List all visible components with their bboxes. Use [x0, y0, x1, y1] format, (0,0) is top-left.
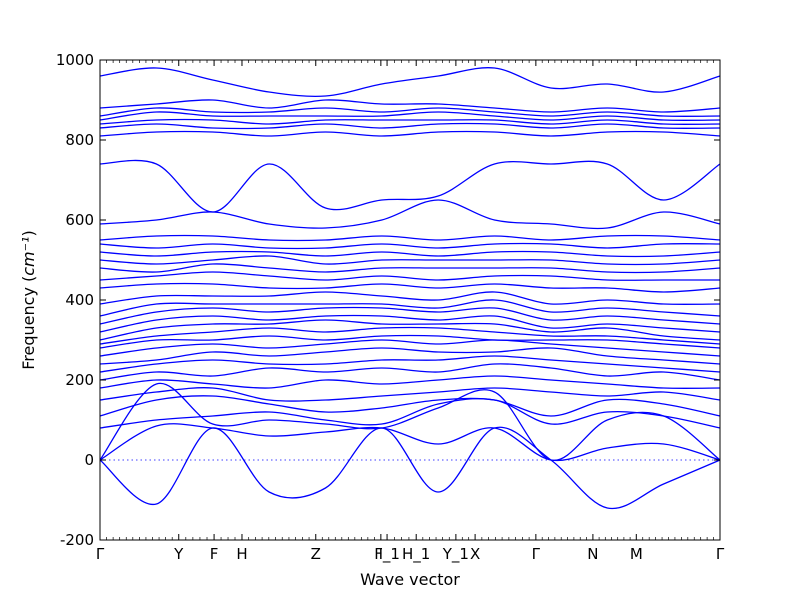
y-axis-ticks: -200 0 200 400 600 800 1000: [56, 51, 720, 549]
x-tick-label: X: [470, 545, 480, 563]
y-axis-label: Frequency (cm⁻¹): [19, 230, 38, 369]
band-3: [99, 382, 721, 461]
x-tick-label: H: [236, 545, 247, 563]
y-axis-label-unit-close: ): [19, 230, 38, 236]
band-28: [99, 130, 721, 137]
y-tick-label: 200: [65, 371, 94, 389]
band-1: [99, 426, 721, 510]
band-30: [99, 118, 721, 125]
band-8: [99, 363, 721, 381]
y-axis-label-unit-open: (: [19, 276, 38, 287]
band-33: [99, 99, 721, 113]
band-18: [99, 291, 721, 305]
x-tick-label: Y: [173, 545, 184, 563]
x-tick-label: Z: [311, 545, 321, 563]
band-17: [99, 299, 721, 317]
band-29: [99, 122, 721, 130]
x-tick-label: I: [379, 545, 383, 563]
band-26: [99, 199, 721, 230]
band-14: [99, 319, 721, 341]
band-13: [99, 326, 721, 345]
y-tick-label: 400: [65, 291, 94, 309]
band-32: [99, 107, 721, 117]
y-tick-label: -200: [60, 531, 94, 549]
band-7: [99, 375, 721, 389]
x-tick-label: Γ: [96, 545, 105, 563]
band-24: [99, 242, 721, 250]
band-15: [99, 314, 721, 333]
y-tick-label: 1000: [56, 51, 94, 69]
band-10: [99, 347, 721, 365]
band-5: [99, 395, 721, 417]
band-12: [99, 334, 721, 349]
x-tick-label: N: [587, 545, 598, 563]
x-tick-label: F: [210, 545, 219, 563]
x-tick-label: Y_1: [442, 545, 469, 564]
band-lines: [99, 67, 721, 510]
x-tick-label: M: [630, 545, 643, 563]
x-tick-label: H_1: [402, 545, 430, 564]
band-9: [99, 355, 721, 373]
x-axis-label: Wave vector: [360, 570, 460, 589]
band-16: [99, 306, 721, 325]
band-6: [99, 387, 721, 402]
x-tick-label: F_1: [374, 545, 400, 564]
y-axis-label-unit: cm⁻¹: [19, 237, 38, 276]
x-tick-label: Γ: [532, 545, 541, 563]
y-tick-label: 800: [65, 131, 94, 149]
band-31: [99, 111, 721, 121]
band-19: [99, 282, 721, 293]
y-axis-label-text: Frequency: [19, 287, 38, 370]
band-2: [99, 423, 721, 462]
band-4: [99, 398, 721, 429]
y-tick-label: 600: [65, 211, 94, 229]
band-27: [99, 159, 721, 213]
band-11: [99, 339, 721, 357]
band-34: [99, 67, 721, 97]
band-23: [99, 250, 721, 258]
y-tick-label: 0: [84, 451, 94, 469]
x-tick-label: Γ: [716, 545, 725, 563]
band-21: [99, 263, 721, 274]
band-22: [99, 255, 721, 266]
band-20: [99, 271, 720, 281]
x-axis-ticks: Γ Y F H Z IF_1 H_1 Y_1 X Γ N M Γ: [96, 60, 725, 564]
band-25: [99, 234, 721, 242]
